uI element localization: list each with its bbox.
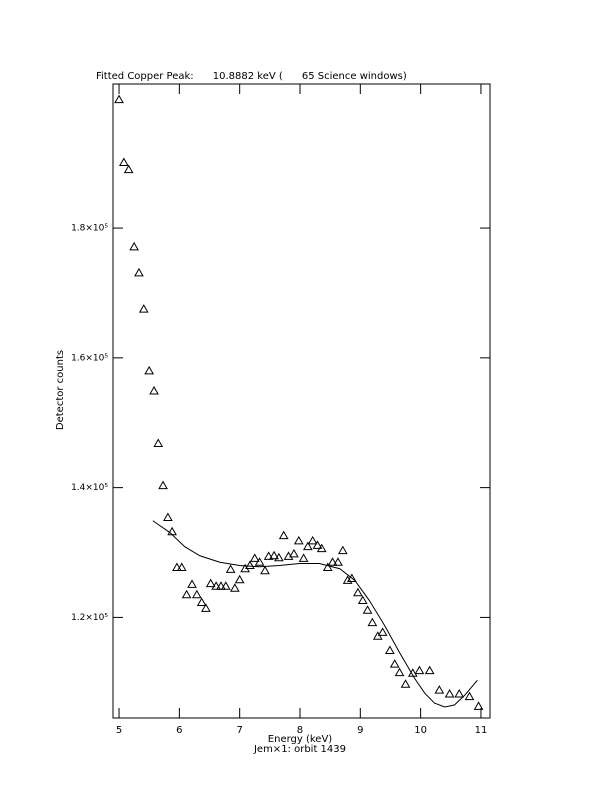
data-point: [298, 553, 309, 562]
data-point: [389, 659, 400, 668]
data-point: [367, 617, 378, 627]
x-tick-label: 9: [357, 725, 363, 736]
plot-frame: [112, 83, 491, 719]
data-point: [138, 304, 149, 313]
y-tick-label: 1.4×10⁵: [71, 483, 108, 493]
data-point: [144, 365, 155, 375]
data-point: [337, 545, 348, 555]
data-point: [327, 557, 338, 566]
data-point: [153, 438, 164, 448]
data-point: [362, 605, 373, 614]
data-point: [191, 589, 202, 599]
data-point: [293, 535, 304, 545]
data-point: [245, 560, 255, 570]
data-point: [260, 565, 270, 575]
data-point: [149, 385, 159, 395]
y-axis-label: Detector counts: [55, 350, 66, 430]
x-tick-label: 5: [116, 725, 122, 736]
data-point: [216, 581, 226, 590]
data-point: [201, 603, 211, 612]
chart-title: Fitted Copper Peak: 10.8882 keV ( 65 Sci…: [96, 71, 407, 82]
y-tick-label: 1.8×10⁵: [71, 224, 108, 234]
data-point: [114, 94, 124, 104]
data-point: [414, 665, 425, 675]
data-point: [263, 551, 274, 560]
data-point: [123, 164, 134, 174]
data-point: [229, 583, 240, 592]
x-tick-label: 7: [236, 725, 242, 736]
data-point: [394, 667, 405, 677]
data-point: [464, 691, 475, 701]
data-point: [254, 557, 265, 566]
data-point: [302, 541, 313, 551]
data-point: [353, 587, 363, 597]
data-point: [234, 574, 245, 584]
data-point: [385, 645, 395, 655]
data-point: [181, 589, 192, 599]
y-tick-label: 1.6×10⁵: [71, 353, 108, 363]
x-tick-label: 6: [176, 725, 182, 736]
data-point: [333, 557, 343, 566]
data-point: [129, 241, 139, 251]
data-point: [342, 575, 353, 584]
data-point: [176, 562, 187, 571]
x-tick-label: 8: [297, 725, 303, 736]
data-point: [377, 627, 388, 636]
x-tick-label: 11: [475, 725, 488, 736]
data-point: [307, 535, 318, 545]
data-point: [473, 701, 484, 710]
data-point: [316, 543, 327, 553]
x-axis-label: Energy (keV): [268, 734, 333, 745]
data-point: [249, 553, 260, 562]
data-point: [312, 540, 323, 549]
data-point: [172, 562, 182, 571]
data-point: [278, 530, 289, 540]
data-point: [434, 685, 445, 694]
fit-line: [152, 520, 478, 708]
data-point: [454, 688, 465, 698]
data-point: [187, 579, 197, 588]
data-point: [158, 480, 168, 490]
data-point: [400, 679, 411, 688]
data-point: [225, 564, 236, 573]
data-point: [424, 665, 435, 675]
data-point: [357, 595, 368, 605]
y-tick-label: 1.2×10⁵: [71, 613, 108, 623]
data-point: [444, 688, 455, 698]
data-point: [211, 581, 222, 590]
data-point: [196, 597, 207, 606]
data-point: [220, 581, 231, 590]
data-point: [274, 552, 284, 562]
x-tick-label: 10: [414, 725, 427, 736]
data-point: [205, 578, 216, 588]
data-point: [269, 550, 279, 560]
data-point: [134, 267, 144, 277]
data-point: [322, 562, 333, 571]
data-point: [347, 573, 357, 582]
data-point: [163, 512, 173, 521]
data-point: [118, 157, 129, 167]
data-point: [289, 548, 299, 558]
subtitle: Jem×1: orbit 1439: [253, 744, 346, 755]
